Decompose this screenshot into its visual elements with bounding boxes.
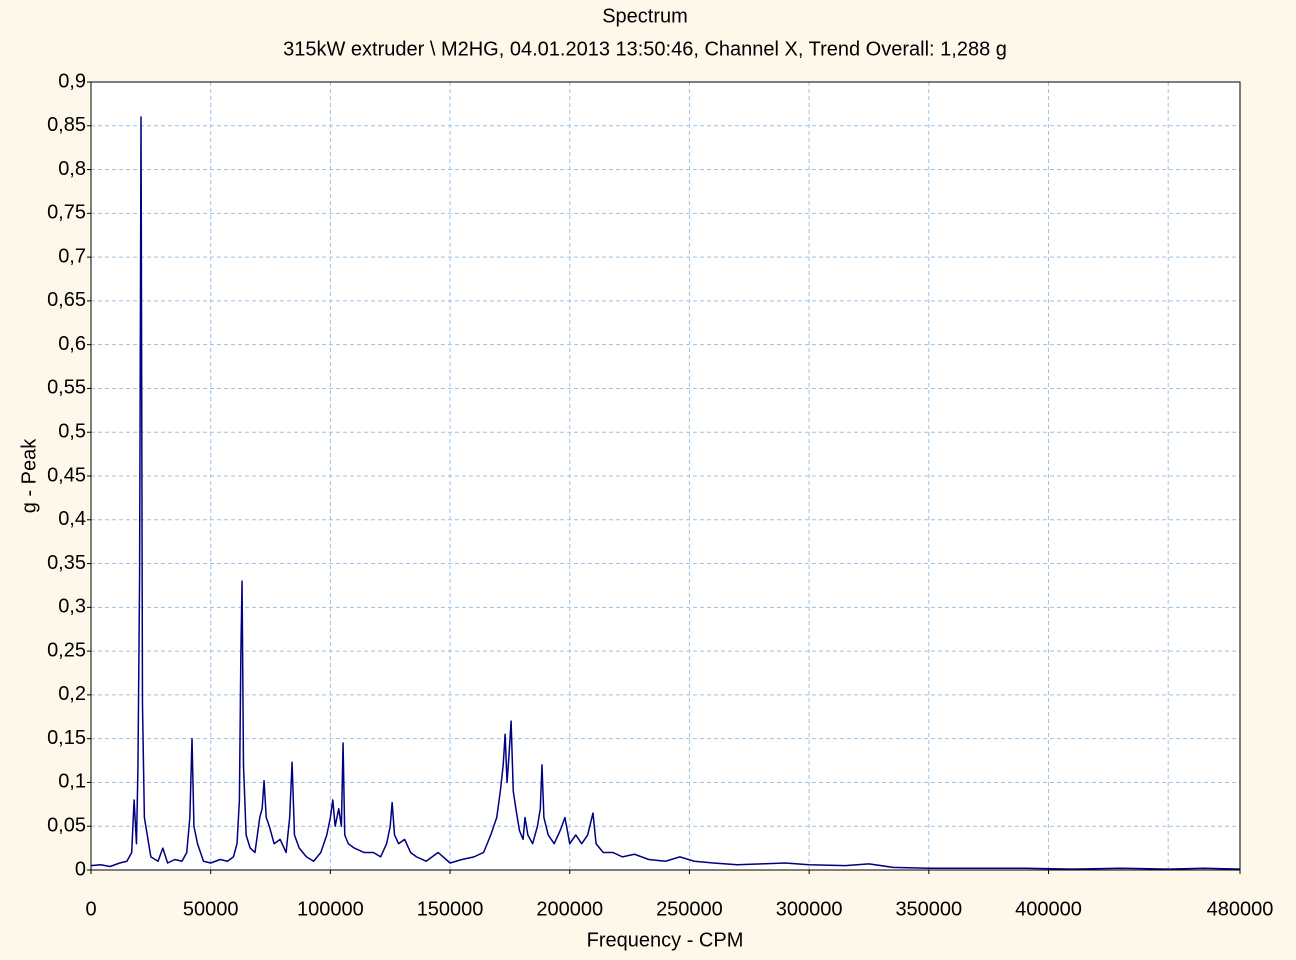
x-tick-label: 100000 bbox=[297, 898, 364, 920]
x-tick-label: 200000 bbox=[536, 898, 603, 920]
x-tick-label: 250000 bbox=[656, 898, 723, 920]
y-tick-label: 0,4 bbox=[58, 508, 86, 530]
plot-frame bbox=[90, 81, 1241, 871]
y-tick-label: 0,85 bbox=[47, 114, 86, 136]
y-tick-label: 0,35 bbox=[47, 552, 86, 574]
y-tick-label: 0,8 bbox=[58, 158, 86, 180]
y-tick-label: 0,5 bbox=[58, 421, 86, 443]
chart-title: Spectrum bbox=[602, 5, 688, 27]
y-tick-label: 0,05 bbox=[47, 815, 86, 837]
y-tick-label: 0,55 bbox=[47, 377, 86, 399]
y-tick-label: 0,7 bbox=[58, 245, 86, 267]
y-tick-label: 0,1 bbox=[58, 771, 86, 793]
y-tick-label: 0,45 bbox=[47, 464, 86, 486]
y-tick-label: 0,75 bbox=[47, 202, 86, 224]
x-axis-label: Frequency - CPM bbox=[587, 929, 744, 951]
spectrum-line bbox=[90, 116, 1241, 870]
y-tick-label: 0,6 bbox=[58, 333, 86, 355]
y-tick-label: 0,15 bbox=[47, 727, 86, 749]
y-tick-label: 0 bbox=[75, 858, 86, 880]
chart-subtitle: 315kW extruder \ M2HG, 04.01.2013 13:50:… bbox=[283, 38, 1007, 60]
y-tick-label: 0,3 bbox=[58, 596, 86, 618]
x-tick-label: 400000 bbox=[1015, 898, 1082, 920]
x-tick-label: 50000 bbox=[183, 898, 239, 920]
x-tick-label: 480000 bbox=[1207, 898, 1274, 920]
y-tick-label: 0,2 bbox=[58, 683, 86, 705]
x-tick-label: 150000 bbox=[417, 898, 484, 920]
y-tick-label: 0,65 bbox=[47, 289, 86, 311]
y-axis-label: g - Peak bbox=[18, 438, 40, 513]
y-tick-label: 0,9 bbox=[58, 70, 86, 92]
y-tick-label: 0,25 bbox=[47, 639, 86, 661]
x-tick-label: 350000 bbox=[895, 898, 962, 920]
x-tick-label: 300000 bbox=[776, 898, 843, 920]
x-tick-label: 0 bbox=[85, 898, 96, 920]
